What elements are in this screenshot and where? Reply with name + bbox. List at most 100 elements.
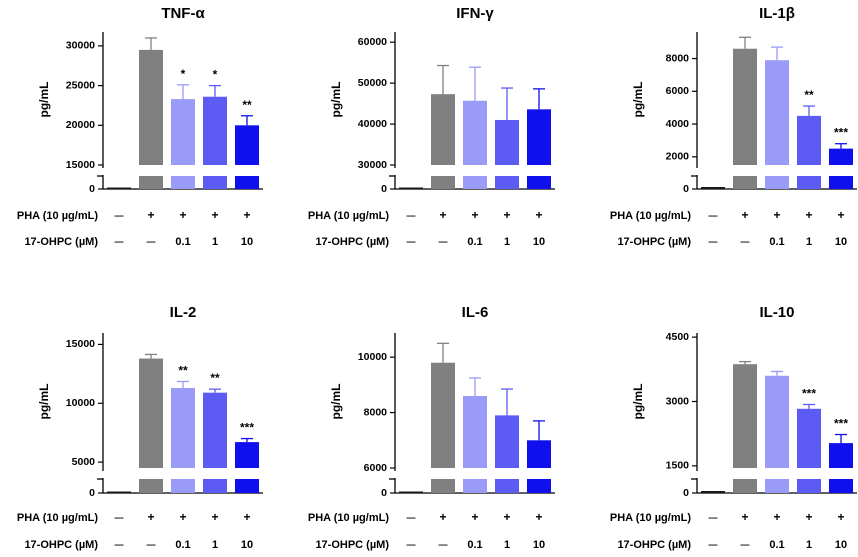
ohpc-value: 10 (241, 539, 253, 551)
bar (527, 440, 551, 468)
ohpc-value: 10 (533, 236, 545, 248)
chart-title: IL-1β (759, 5, 795, 22)
bar-lower-segment (829, 479, 853, 493)
bar-lower-segment (235, 176, 259, 189)
bar (399, 491, 423, 493)
y-tick-label: 4500 (666, 331, 690, 343)
bar-lower-segment (765, 176, 789, 189)
chart-panel-2: IFN-γ pg/mL 30000 40000 50000 60000 0 PHA (10 µ… (308, 5, 555, 248)
bar (139, 49, 163, 166)
pha-row-label: PHA (10 µg/mL) (308, 210, 389, 222)
ohpc-value: — (115, 236, 124, 246)
bar-lower-segment (139, 479, 163, 493)
pha-value: — (115, 210, 124, 220)
pha-row-label: PHA (10 µg/mL) (17, 512, 98, 524)
y-tick-label-zero: 0 (89, 183, 95, 195)
bar-lower-segment (797, 479, 821, 493)
bar (107, 491, 131, 493)
pha-value: + (147, 208, 154, 222)
pha-value: + (741, 510, 748, 524)
bar-lower-segment (527, 479, 551, 493)
pha-value: + (211, 208, 218, 222)
pha-value: + (179, 208, 186, 222)
bar (463, 395, 487, 468)
ohpc-value: 1 (504, 236, 510, 248)
chart-title: IL-10 (759, 304, 794, 321)
pha-row-label: PHA (10 µg/mL) (17, 210, 98, 222)
y-axis-label: pg/mL (631, 82, 645, 118)
ohpc-row-label: 17-OHPC (µM) (24, 236, 98, 248)
chart-panel-6: IL-10 pg/mL 1500 3000 4500 0 *** *** PHA (10 µg/… (610, 304, 857, 551)
pha-value: + (837, 208, 844, 222)
y-axis-label: pg/mL (329, 82, 343, 118)
pha-value: + (535, 510, 542, 524)
y-axis-label: pg/mL (329, 384, 343, 420)
pha-value: + (741, 208, 748, 222)
ohpc-row-label: 17-OHPC (µM) (315, 236, 389, 248)
pha-value: + (439, 510, 446, 524)
pha-value: + (535, 208, 542, 222)
ohpc-value: — (709, 236, 718, 246)
ohpc-value: 10 (533, 539, 545, 551)
y-tick-label: 30000 (358, 159, 387, 171)
bar (765, 60, 789, 166)
pha-value: — (407, 210, 416, 220)
ohpc-value: 0.1 (769, 539, 784, 551)
ohpc-value: — (115, 539, 124, 549)
ohpc-row-label: 17-OHPC (µM) (617, 236, 691, 248)
bar-lower-segment (431, 479, 455, 493)
pha-value: + (805, 208, 812, 222)
bar (797, 115, 821, 165)
pha-row-label: PHA (10 µg/mL) (308, 512, 389, 524)
bar (431, 94, 455, 165)
y-tick-label-zero: 0 (381, 183, 387, 195)
bar-lower-segment (203, 479, 227, 493)
ohpc-value: 10 (835, 236, 847, 248)
pha-value: — (709, 512, 718, 522)
ohpc-value: — (407, 539, 416, 549)
ohpc-row-label: 17-OHPC (µM) (617, 539, 691, 551)
significance-label: ** (210, 371, 220, 385)
significance-label: *** (834, 126, 848, 140)
significance-label: ** (178, 363, 188, 377)
significance-label: ** (242, 98, 252, 112)
bar (235, 125, 259, 165)
y-tick-label: 30000 (66, 40, 95, 52)
ohpc-value: 10 (241, 236, 253, 248)
pha-value: + (503, 208, 510, 222)
y-tick-label: 60000 (358, 36, 387, 48)
significance-label: *** (834, 417, 848, 431)
ohpc-value: 0.1 (175, 236, 190, 248)
ohpc-row-label: 17-OHPC (µM) (315, 539, 389, 551)
pha-value: + (773, 510, 780, 524)
bar-lower-segment (139, 176, 163, 189)
bar (463, 100, 487, 165)
y-tick-label: 25000 (66, 79, 95, 91)
ohpc-value: — (439, 539, 448, 549)
bar (829, 443, 853, 468)
bar (527, 109, 551, 165)
y-tick-label: 15000 (66, 159, 95, 171)
chart-title: TNF-α (161, 5, 205, 22)
significance-label: ** (804, 88, 814, 102)
bar-lower-segment (171, 479, 195, 493)
y-tick-label: 40000 (358, 118, 387, 130)
pha-value: + (243, 208, 250, 222)
pha-value: + (503, 510, 510, 524)
ohpc-value: 0.1 (467, 236, 482, 248)
chart-title: IL-6 (462, 304, 489, 321)
pha-value: + (147, 510, 154, 524)
ohpc-value: 10 (835, 539, 847, 551)
bar (171, 99, 195, 165)
pha-value: + (773, 208, 780, 222)
pha-value: + (179, 510, 186, 524)
bar-lower-segment (797, 176, 821, 189)
y-tick-label: 2000 (666, 151, 690, 163)
significance-label: * (213, 68, 218, 82)
ohpc-value: 0.1 (175, 539, 190, 551)
y-tick-label: 4000 (666, 118, 690, 130)
